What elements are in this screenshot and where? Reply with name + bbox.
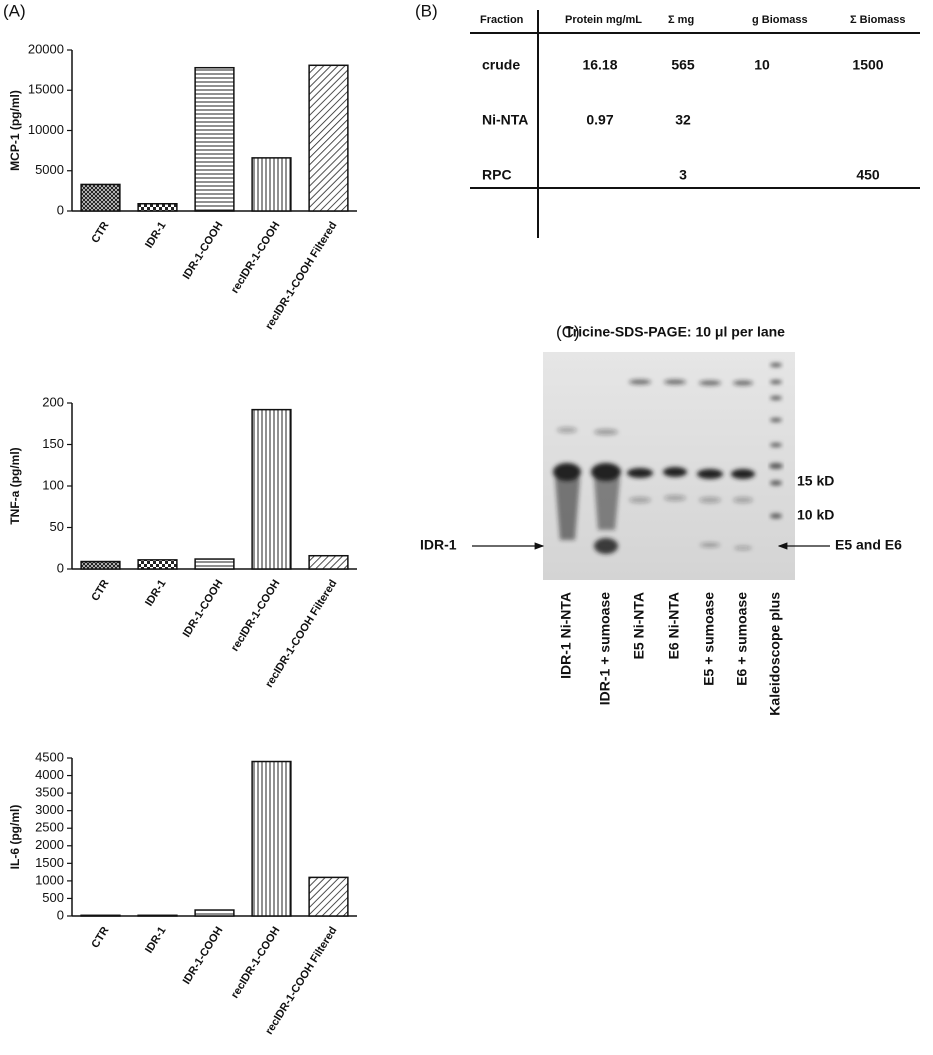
x-tick-label: IDR-1 <box>143 578 168 609</box>
table-cell: 565 <box>671 57 695 73</box>
bar <box>137 914 178 917</box>
x-tick-label: IDR-1-COOH <box>181 220 226 282</box>
bar <box>308 876 349 917</box>
y-tick-label: 1000 <box>35 872 64 887</box>
gel-title: Tricine-SDS-PAGE: 10 μl per lane <box>565 324 785 340</box>
bar <box>80 183 121 212</box>
table-cell: crude <box>482 57 520 73</box>
y-tick-label: 4000 <box>35 767 64 782</box>
table-cell: 3 <box>679 167 687 183</box>
y-tick-label: 200 <box>42 394 64 409</box>
y-tick-label: 1500 <box>35 855 64 870</box>
table-lines <box>470 10 920 238</box>
bar <box>194 909 235 917</box>
bar <box>251 760 292 917</box>
bar <box>251 408 292 570</box>
table-header: Σ Biomass <box>850 14 906 26</box>
bar <box>251 157 292 212</box>
y-tick-label: 0 <box>57 907 64 922</box>
table-cell: Ni-NTA <box>482 112 528 128</box>
y-tick-label: 20000 <box>28 41 64 56</box>
table-cell: 16.18 <box>582 57 617 73</box>
y-tick-label: 0 <box>57 560 64 575</box>
lane-label: Kaleidoscope plus <box>767 592 783 716</box>
bar <box>80 914 121 917</box>
marker-label: 15 kD <box>797 473 834 489</box>
y-tick-label: 50 <box>50 519 64 534</box>
x-tick-label: recIDR-1-COOH <box>229 220 283 296</box>
table-cell: RPC <box>482 167 512 183</box>
y-tick-label: 15000 <box>28 82 64 97</box>
bar <box>137 203 178 212</box>
y-axis-label: IL-6 (pg/ml) <box>8 805 22 870</box>
table-cell: 450 <box>856 167 880 183</box>
y-tick-label: 3000 <box>35 802 64 817</box>
x-tick-label: IDR-1 <box>143 925 168 956</box>
table-header: Protein mg/mL <box>565 14 642 26</box>
y-tick-label: 500 <box>42 890 64 905</box>
bar <box>308 64 349 212</box>
table-cell: 0.97 <box>586 112 613 128</box>
marker-label: 10 kD <box>797 507 834 523</box>
x-tick-label: recIDR-1-COOH <box>229 925 283 1001</box>
lane-label: IDR-1 + sumoase <box>597 592 613 705</box>
table-header: Fraction <box>480 14 524 26</box>
x-tick-label: IDR-1-COOH <box>181 578 226 640</box>
y-tick-label: 10000 <box>28 122 64 137</box>
x-tick-label: IDR-1-COOH <box>181 925 226 987</box>
y-tick-label: 0 <box>57 202 64 217</box>
y-axis-label: TNF-a (pg/ml) <box>8 447 22 524</box>
table-header: g Biomass <box>752 14 808 26</box>
y-tick-label: 4500 <box>35 749 64 764</box>
lane-label: E5 + sumoase <box>701 592 717 686</box>
bar <box>194 66 235 212</box>
y-tick-label: 150 <box>42 436 64 451</box>
x-tick-label: recIDR-1-COOH <box>229 578 283 654</box>
x-tick-label: CTR <box>89 925 111 951</box>
bar <box>194 558 235 570</box>
bar <box>308 554 349 570</box>
bar <box>137 559 178 570</box>
panel-label: (A) <box>3 1 26 20</box>
x-tick-label: IDR-1 <box>143 220 168 251</box>
y-tick-label: 2500 <box>35 820 64 835</box>
arrow-label: E5 and E6 <box>835 537 902 553</box>
panel-label: (B) <box>415 1 438 20</box>
lane-label: IDR-1 Ni-NTA <box>558 592 574 679</box>
table-header: Σ mg <box>668 14 694 26</box>
table-cell: 10 <box>754 57 770 73</box>
lane-label: E5 Ni-NTA <box>631 592 647 659</box>
table-cell: 32 <box>675 112 691 128</box>
x-tick-label: CTR <box>89 220 111 246</box>
y-tick-label: 3500 <box>35 785 64 800</box>
lane-label: E6 + sumoase <box>734 592 750 686</box>
y-tick-label: 2000 <box>35 837 64 852</box>
y-tick-label: 100 <box>42 477 64 492</box>
panel-label: (C) <box>556 322 580 341</box>
lane-label: E6 Ni-NTA <box>666 592 682 659</box>
y-axis-label: MCP-1 (pg/ml) <box>8 90 22 171</box>
bar <box>80 560 121 570</box>
x-tick-label: CTR <box>89 578 111 604</box>
arrow-label: IDR-1 <box>420 537 457 553</box>
y-tick-label: 5000 <box>35 162 64 177</box>
table-cell: 1500 <box>852 57 883 73</box>
gel-image <box>543 352 795 580</box>
